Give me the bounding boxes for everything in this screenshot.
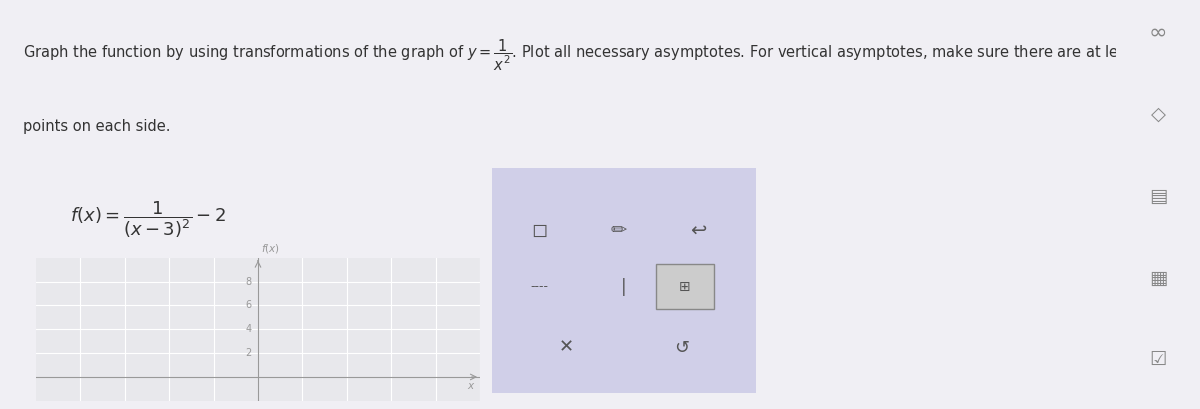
Text: ↺: ↺ <box>674 339 690 357</box>
Text: Graph the function by using transformations of the graph of $y = \dfrac{1}{x^2}$: Graph the function by using transformati… <box>23 38 1172 73</box>
Text: $x$: $x$ <box>467 380 475 391</box>
Bar <box>655 264 714 309</box>
Text: $f(x) = \dfrac{1}{(x-3)^2} - 2$: $f(x) = \dfrac{1}{(x-3)^2} - 2$ <box>70 200 226 240</box>
Text: 4: 4 <box>245 324 251 334</box>
Text: 6: 6 <box>245 300 251 310</box>
Text: ∞: ∞ <box>1148 23 1168 43</box>
Text: ----: ---- <box>530 281 548 293</box>
Text: ⊞: ⊞ <box>679 280 690 294</box>
Text: ✕: ✕ <box>558 339 574 357</box>
Text: ☑: ☑ <box>1150 351 1166 369</box>
Text: ◻: ◻ <box>532 221 547 240</box>
Text: 2: 2 <box>245 348 251 358</box>
Text: ✏: ✏ <box>611 221 626 240</box>
Text: ↩: ↩ <box>690 221 706 240</box>
Text: ◇: ◇ <box>1151 105 1165 124</box>
Text: points on each side.: points on each side. <box>23 119 170 134</box>
Text: ▦: ▦ <box>1148 269 1168 288</box>
Text: 8: 8 <box>245 276 251 287</box>
Text: |: | <box>622 278 626 296</box>
Text: $f(x)$: $f(x)$ <box>262 242 281 255</box>
Text: ▤: ▤ <box>1148 187 1168 206</box>
